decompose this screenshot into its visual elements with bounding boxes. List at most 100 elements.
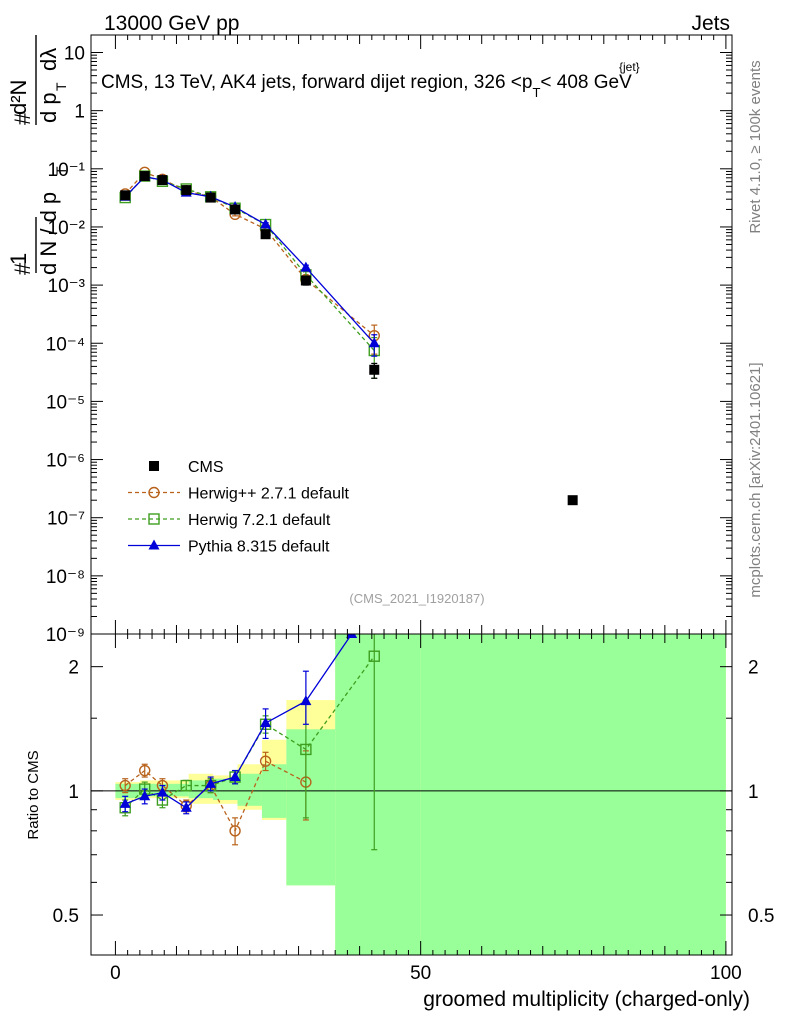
plot-title-main: CMS, 13 TeV, AK4 jets, forward dijet reg… [101, 72, 532, 93]
legend-label-pythia: Pythia 8.315 default [188, 539, 330, 556]
legend-label-herwig7: Herwig 7.2.1 default [188, 512, 331, 529]
ratio-ytick-label-0: 0.5 [53, 906, 79, 927]
ratio-bands [91, 634, 732, 955]
ratio-point-pythia-4 [205, 777, 217, 788]
band-inner-9 [420, 634, 726, 955]
legend-label-cms: CMS [188, 459, 224, 476]
main-ytick-label-7: 10⁻² [48, 218, 86, 239]
main-point-pythia-7 [300, 261, 312, 272]
main-ytick-label-6: 10⁻³ [48, 276, 86, 297]
plot-title-sub: T [532, 85, 540, 100]
ratio-point-pythia-5 [229, 771, 241, 782]
main-point-cms-4 [205, 192, 216, 203]
plot-title-tail: < 408 GeV [540, 72, 632, 93]
main-point-cms-0 [120, 190, 131, 201]
ratio-ytick-label-2: 2 [68, 658, 79, 679]
main-ytick-label-4: 10⁻⁵ [46, 392, 85, 413]
ratio-ytick-label-1: 1 [68, 782, 79, 803]
ylabel-dlambda: dλ [36, 48, 61, 71]
ratio-point-herwigpp-1 [139, 764, 151, 777]
xtick-label-2: 100 [710, 963, 742, 984]
legend-label-herwigpp: Herwig++ 2.7.1 default [188, 486, 350, 503]
ratio-point-herwigpp-5 [229, 825, 241, 837]
legend-entry-herwig7: Herwig 7.2.1 default [128, 512, 331, 529]
ratio-point-pythia-7 [300, 695, 312, 706]
main-ytick-label-8: 10⁻¹ [48, 160, 86, 181]
ratio-ytick-label-right-0: 0.5 [748, 906, 774, 927]
legend-marker-cms [149, 461, 159, 471]
main-series-pythia [119, 170, 380, 357]
ratio-ytick-label-right-1: 1 [748, 782, 759, 803]
main-point-cms-7 [300, 275, 311, 286]
rivet-label: Rivet 4.1.0, ≥ 100k events [747, 60, 764, 233]
main-point-cms-3 [181, 185, 192, 196]
ylabel-T-1: T [53, 166, 69, 175]
main-ytick-label-1: 10⁻⁸ [46, 567, 85, 588]
ylabel-one: 1 [6, 253, 31, 265]
ratio-point-pythia-8 [346, 634, 358, 638]
ratio-point-pythia-6 [260, 717, 272, 728]
ratio-point-pythia-1 [139, 790, 151, 801]
main-series-herwigpp [119, 166, 380, 355]
x-axis-label: groomed multiplicity (charged-only) [423, 988, 750, 1011]
main-ytick-label-5: 10⁻⁴ [46, 334, 85, 355]
legend: CMS Herwig++ 2.7.1 default Herwig 7.2.1 de… [128, 459, 350, 556]
ylabel-dp-dl: d p [36, 92, 61, 123]
ratio-series-pythia [119, 634, 358, 815]
ratio-point-herwig7-3 [180, 779, 192, 792]
main-point-cms-2 [157, 175, 168, 186]
main-point-cms-1 [139, 171, 150, 182]
legend-marker-pythia [148, 539, 160, 550]
ratio-point-pythia-0 [119, 797, 131, 808]
main-point-cms-5 [230, 204, 241, 215]
main-ytick-label-2: 10⁻⁷ [47, 509, 85, 530]
ratio-ylabel: Ratio to CMS [25, 750, 42, 839]
header-right: Jets [691, 12, 730, 35]
legend-entry-pythia: Pythia 8.315 default [128, 539, 330, 556]
main-point-cms-8 [369, 364, 380, 375]
plot-title-sup: {jet} [619, 60, 640, 74]
xtick-label-0: 0 [110, 963, 121, 984]
axes-group: 10⁻⁹10⁻⁸10⁻⁷10⁻⁶10⁻⁵10⁻⁴10⁻³10⁻²10⁻¹1100… [46, 34, 774, 984]
ratio-series-group [119, 634, 380, 851]
main-ytick-label-10: 10 [64, 44, 85, 65]
band-inner-2 [164, 783, 189, 797]
legend-marker-herwig7 [148, 513, 160, 525]
band-inner-4 [213, 778, 238, 801]
ratio-point-herwig7-8 [368, 650, 380, 662]
main-point-pythia-8 [368, 337, 380, 348]
main-point-cms-6 [260, 229, 271, 240]
main-point-pythia-6 [260, 218, 272, 229]
ratio-point-herwigpp-6 [259, 755, 272, 767]
ratio-point-pythia-3 [180, 801, 192, 812]
ylabel-T-2: T [53, 82, 69, 91]
main-series-group [119, 166, 578, 506]
main-series-cms [120, 171, 578, 506]
ylabel-d2N: d²N [6, 80, 31, 115]
main-ytick-label-0: 10⁻⁹ [46, 625, 85, 646]
main-line-herwig7 [124, 175, 375, 351]
main-ylabel: # 1 d N / d p T # d²N d p T dλ [6, 35, 69, 275]
main-ytick-label-3: 10⁻⁶ [46, 451, 85, 472]
header-left: 13000 GeV pp [104, 12, 239, 35]
ylabel-hash-1: # [10, 262, 35, 275]
ratio-point-herwig7-7 [300, 743, 312, 756]
main-ytick-label-9: 1 [74, 102, 85, 123]
ratio-point-herwigpp-0 [119, 779, 131, 792]
plot-title: CMS, 13 TeV, AK4 jets, forward dijet reg… [101, 72, 632, 100]
ratio-point-pythia-2 [156, 786, 168, 797]
main-line-pythia [124, 176, 375, 344]
legend-entry-cms: CMS [149, 459, 224, 476]
ylabel-dN-dpT: d N / d p [36, 192, 61, 275]
legend-entry-herwigpp: Herwig++ 2.7.1 default [128, 486, 350, 503]
ratio-plot-frame [90, 633, 733, 956]
ylabel-hash-2: # [10, 112, 35, 125]
xtick-label-1: 50 [410, 963, 431, 984]
main-series-herwig7 [119, 170, 380, 379]
band-inner-7 [286, 729, 336, 886]
ratio-ytick-label-right-2: 2 [748, 658, 759, 679]
main-point-cms-9 [567, 495, 578, 506]
mcplots-label: mcplots.cern.ch [arXiv:2401.10621] [747, 362, 764, 597]
band-inner-8 [335, 634, 421, 955]
